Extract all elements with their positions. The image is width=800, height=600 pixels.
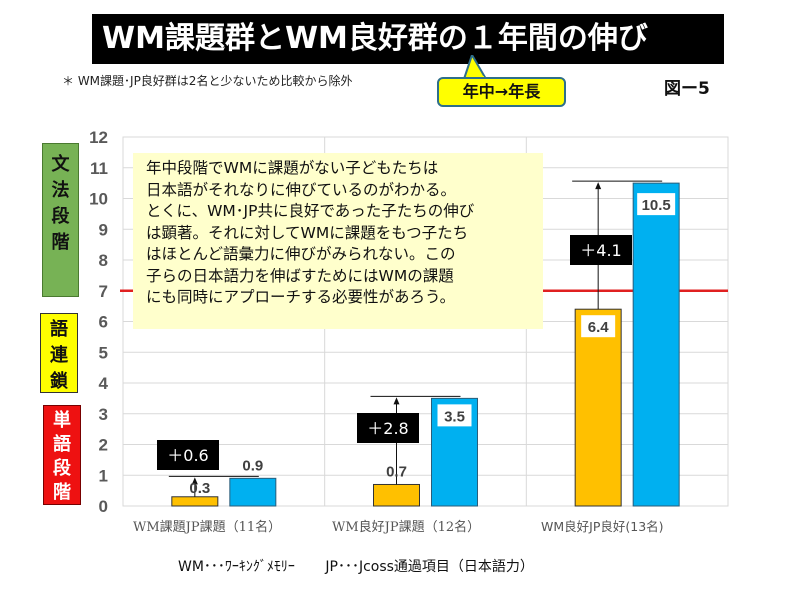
category-label: WM良好JP良好(13名)	[541, 519, 664, 534]
gain-arrow-head	[191, 477, 198, 485]
y-tick-label: 1	[99, 466, 108, 485]
y-tick-label: 11	[90, 159, 108, 178]
gain-label-box	[570, 235, 632, 265]
gain-label: ＋0.6	[167, 446, 208, 465]
gain-label: ＋4.1	[580, 241, 621, 260]
value-label-year-middle: 0.7	[386, 463, 407, 480]
commentary-line: 日本語がそれなりに伸びているのがわかる。	[146, 180, 457, 199]
category-label: WM良好JP課題（12名）	[332, 520, 481, 535]
period-callout: 年中→年長	[437, 77, 566, 107]
y-tick-label: 7	[99, 282, 108, 301]
exclusion-note: ＊ WM課題･JP良好群は2名と少ないため比較から除外	[62, 74, 353, 88]
bar-year-middle	[574, 308, 622, 507]
value-label-year-middle: 6.4	[588, 319, 610, 336]
gain-label-box	[357, 413, 419, 443]
y-tick-label: 9	[99, 220, 108, 239]
y-tick-label: 6	[99, 313, 108, 332]
bar-year-senior	[632, 182, 680, 507]
stage-word: 単 語 段 階	[43, 405, 81, 505]
commentary-line: とくに、WM･JP共に良好であった子たちの伸び	[146, 202, 475, 220]
gain-arrow-head	[595, 182, 602, 190]
gain-label-box	[157, 440, 219, 470]
stage-char: 語	[53, 434, 71, 455]
y-tick-label: 2	[99, 436, 108, 455]
stage-char: 段	[53, 458, 71, 479]
commentary-line: 年中段階でWMに課題がない子どもたちは	[146, 159, 439, 177]
footnote-jp: JP･･･Jcoss通過項目（日本語力）	[325, 559, 534, 575]
y-tick-label: 12	[89, 128, 108, 147]
bar-year-middle	[373, 483, 420, 507]
commentary-line: は顕著。それに対してWMに課題をもつ子たち	[146, 223, 469, 242]
stage-char: 鎖	[50, 371, 68, 392]
stage-word-chain: 語 連 鎖	[40, 313, 78, 393]
commentary-line: 子らの日本語力を伸ばすためにはWMの課題	[146, 266, 454, 285]
commentary-line: はほとんど語彙力に伸びがみられない。この	[146, 245, 456, 263]
bar-year-senior	[229, 477, 277, 507]
commentary-textbox: 年中段階でWMに課題がない子どもたちは 日本語がそれなりに伸びているのがわかる。…	[133, 153, 543, 329]
stage-char: 段	[51, 206, 70, 227]
footnote: WM･･･ﾜｰｷﾝｸﾞﾒﾓﾘｰ JP･･･Jcoss通過項目（日本語力）	[178, 556, 560, 576]
y-tick-label: 3	[99, 405, 108, 424]
stage-char: 階	[51, 232, 70, 253]
value-label-bg	[581, 315, 616, 338]
stage-char: 階	[53, 482, 71, 503]
commentary-line: にも同時にアプローチする必要性があろう。	[146, 288, 456, 306]
figure-label: 図ー5	[664, 79, 710, 99]
value-label-year-senior: 3.5	[444, 408, 465, 425]
stage-char: 語	[50, 319, 68, 340]
stage-char: 連	[50, 345, 68, 366]
y-tick-label: 8	[99, 251, 108, 270]
y-tick-label: 0	[99, 497, 108, 516]
value-label-bg	[637, 193, 676, 216]
value-label-year-middle: 0.3	[189, 480, 210, 497]
stage-grammar: 文 法 段 階	[42, 143, 79, 297]
value-label-year-senior: 10.5	[642, 197, 671, 214]
stage-char: 単	[53, 410, 71, 431]
stage-char: 法	[51, 180, 70, 201]
bar-year-middle	[171, 496, 219, 507]
y-tick-label: 5	[99, 343, 108, 362]
y-tick-label: 4	[99, 374, 109, 393]
chart-title: WM課題群とWM良好群の１年間の伸び	[92, 14, 724, 64]
value-label-bg	[437, 404, 472, 427]
gain-label: ＋2.8	[367, 419, 408, 438]
stage-char: 文	[51, 154, 70, 175]
y-tick-label: 10	[89, 190, 108, 209]
gain-arrow-head	[393, 397, 400, 405]
category-label: WM課題JP課題（11名）	[133, 520, 282, 535]
footnote-wm: WM･･･ﾜｰｷﾝｸﾞﾒﾓﾘｰ	[178, 559, 295, 575]
value-label-year-senior: 0.9	[242, 457, 263, 474]
